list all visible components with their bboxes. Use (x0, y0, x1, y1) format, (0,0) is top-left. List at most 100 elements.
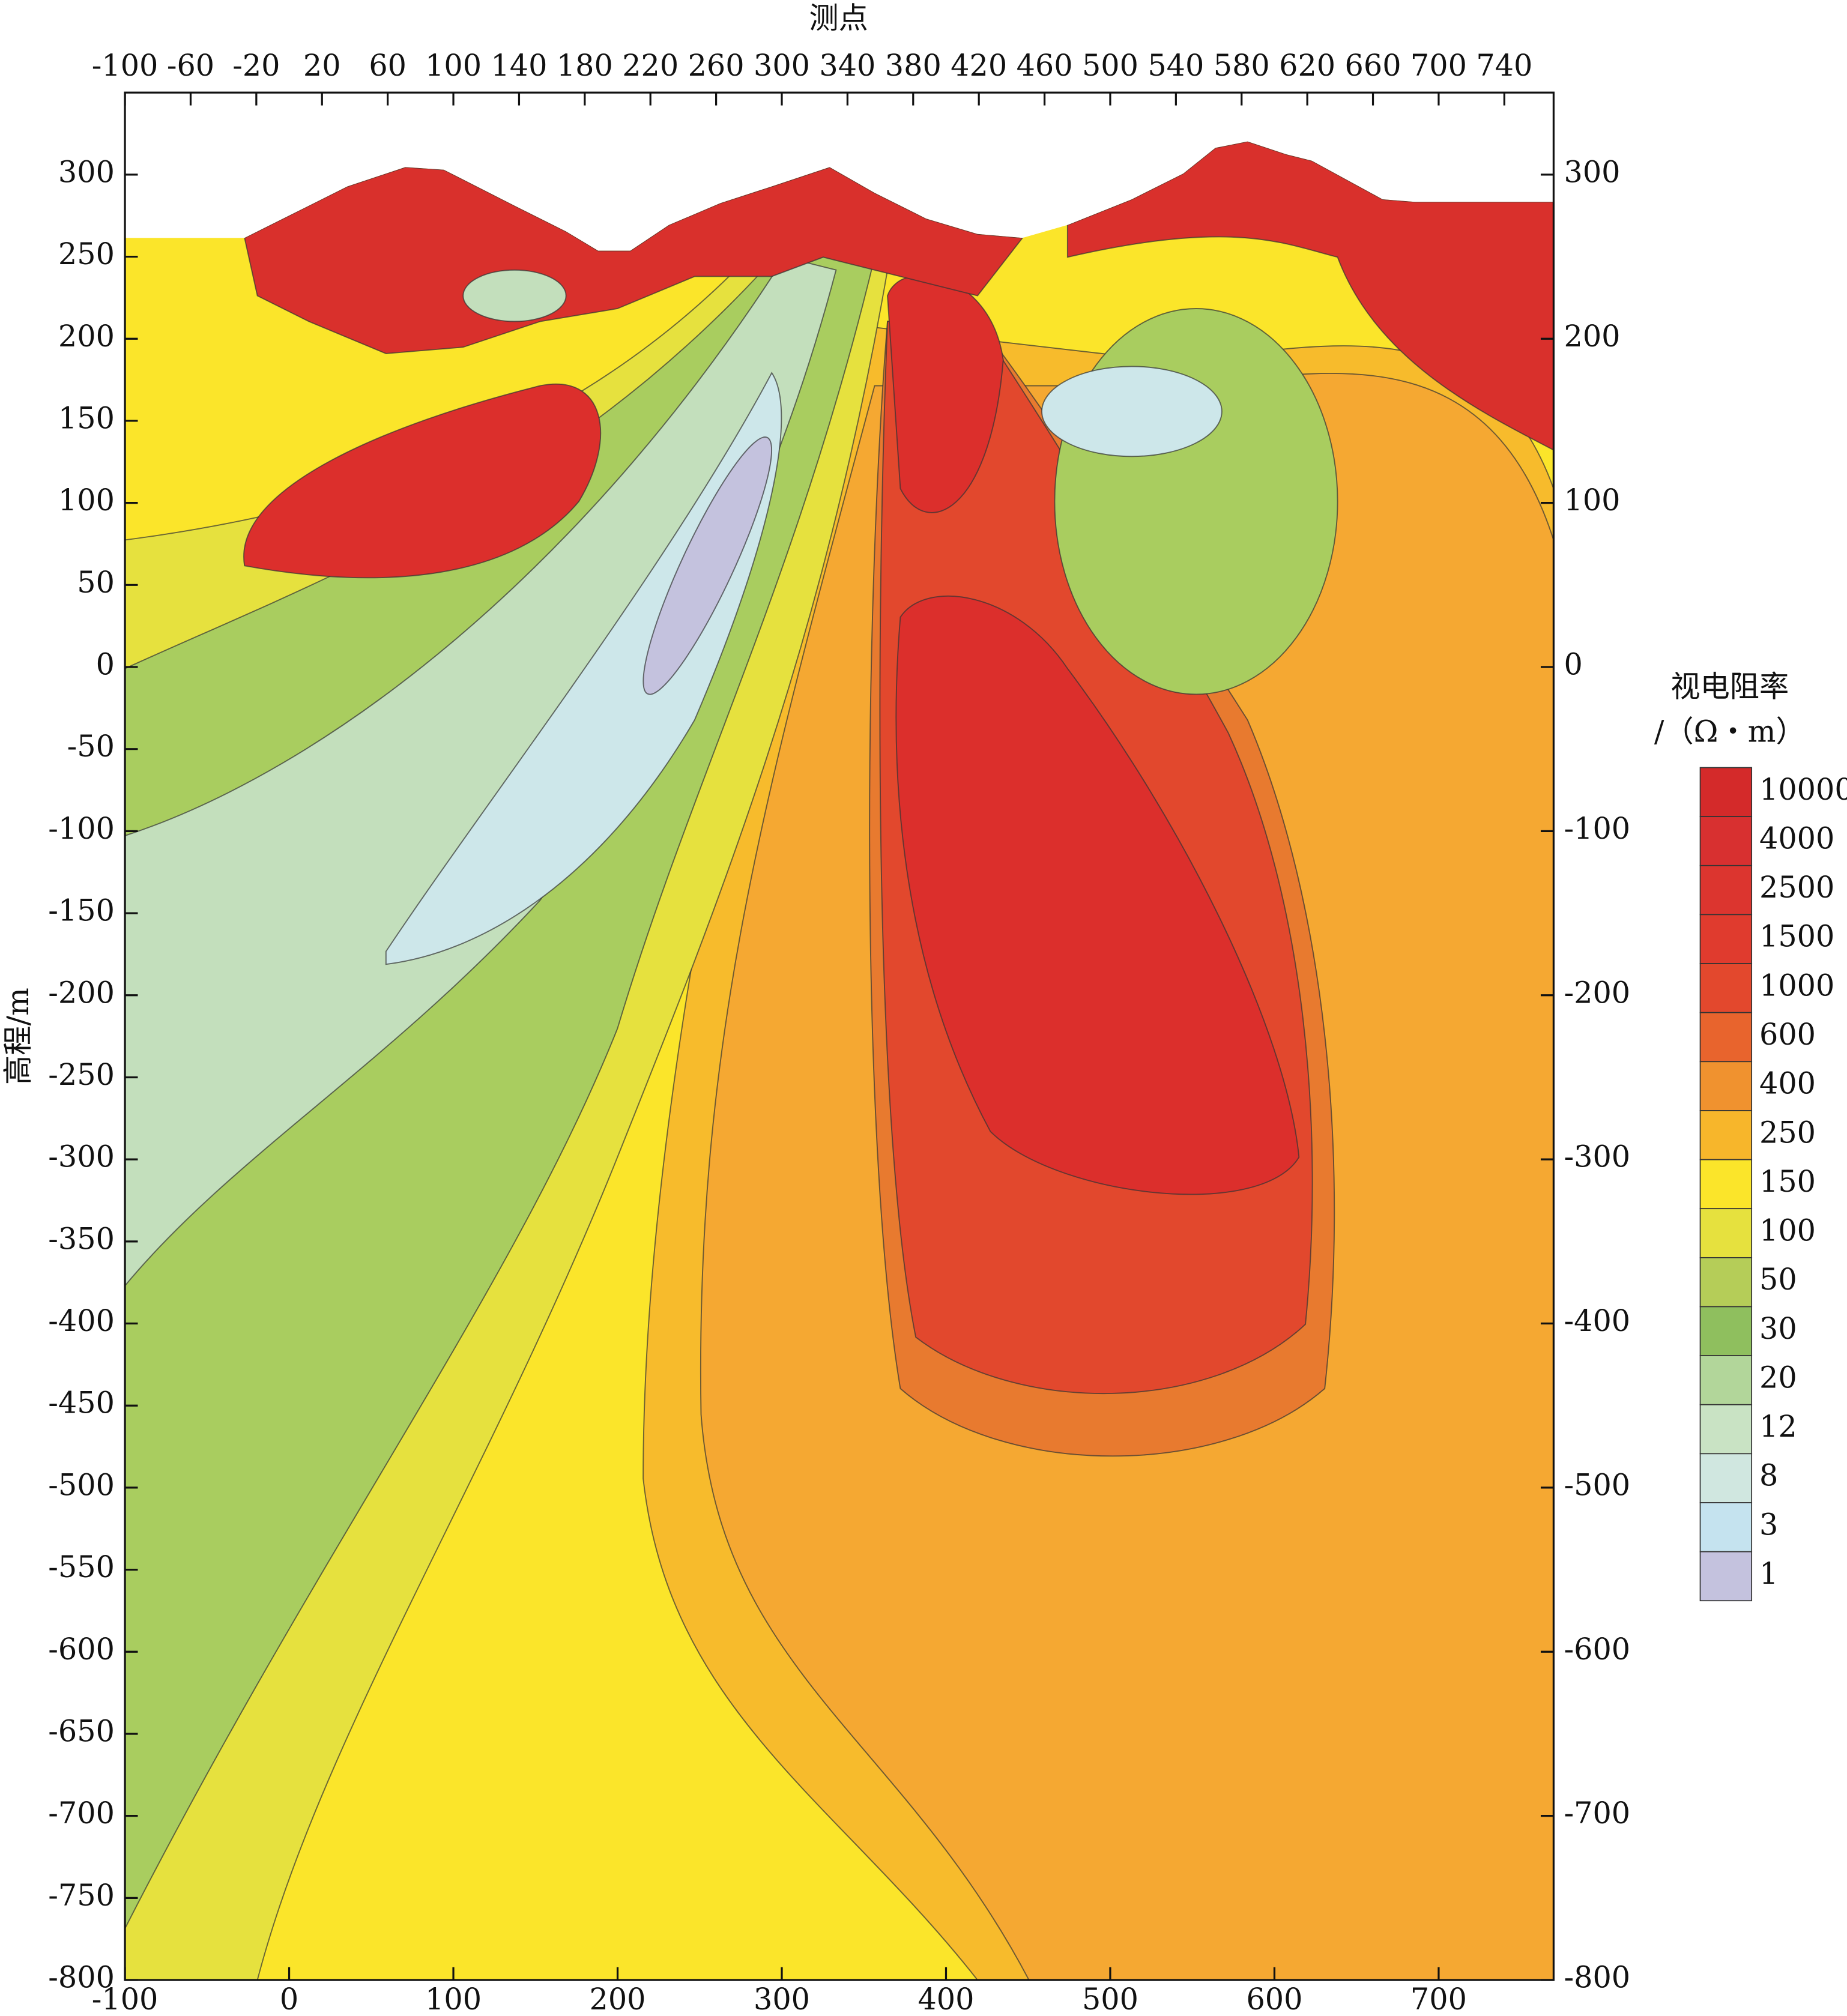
colorbar-swatch (1699, 914, 1753, 964)
y2-tick-label: -800 (1564, 1960, 1631, 1995)
x-tick-label: 200 (590, 1982, 646, 2016)
y2-tick-label: -100 (1564, 811, 1631, 846)
contour-field (125, 141, 1554, 1981)
x2-tick-label: 380 (885, 48, 942, 83)
x2-tick-label: 340 (819, 48, 875, 83)
y2-tick-label: -300 (1564, 1139, 1631, 1174)
y2-tick-label: -200 (1564, 975, 1631, 1010)
x-tick-label: 0 (280, 1982, 298, 2016)
colorbar-label: 600 (1759, 1017, 1816, 1052)
contour-band (1041, 366, 1223, 457)
y-tick-label: -200 (48, 975, 115, 1010)
colorbar-swatch (1699, 1453, 1753, 1503)
colorbar-label: 3 (1759, 1507, 1778, 1542)
contour-band (1054, 308, 1338, 695)
y-tick-label: 300 (58, 154, 115, 189)
x2-tick-label: 260 (688, 48, 745, 83)
y-tick-label: 100 (58, 483, 115, 518)
x2-tick-label: 660 (1345, 48, 1401, 83)
colorbar-label: 2500 (1759, 870, 1834, 905)
colorbar-label: 8 (1759, 1458, 1778, 1493)
y-tick-label: -800 (48, 1960, 115, 1995)
x2-tick-label: 300 (754, 48, 810, 83)
y-axis-title: 高程/m (1, 988, 35, 1085)
colorbar-label: 1000 (1759, 968, 1834, 1003)
x2-tick-label: 620 (1279, 48, 1335, 83)
colorbar-swatch (1699, 1208, 1753, 1258)
y-tick-label: -550 (48, 1550, 115, 1584)
y-tick-label: -700 (48, 1796, 115, 1830)
colorbar-label: 12 (1759, 1409, 1797, 1444)
colorbar-swatch (1699, 865, 1753, 916)
colorbar-label: 10000 (1759, 772, 1847, 807)
colorbar-label: 30 (1759, 1311, 1797, 1346)
colorbar-label: 250 (1759, 1115, 1816, 1150)
y-tick-label: -50 (67, 729, 115, 764)
y2-tick-label: -600 (1564, 1632, 1631, 1667)
y2-tick-label: 0 (1564, 647, 1583, 682)
x2-tick-label: -20 (232, 48, 280, 83)
colorbar-label: 1500 (1759, 919, 1834, 954)
x-tick-label: 300 (754, 1982, 810, 2016)
contour-band (462, 269, 567, 322)
x-tick-label: 600 (1246, 1982, 1302, 2016)
colorbar-swatch (1699, 1110, 1753, 1160)
colorbar-label: 4000 (1759, 821, 1834, 856)
y-tick-label: -150 (48, 893, 115, 928)
colorbar-swatch (1699, 1502, 1753, 1553)
colorbar-swatch (1699, 963, 1753, 1013)
y-tick-label: -600 (48, 1632, 115, 1667)
colorbar-swatch (1699, 1355, 1753, 1405)
colorbar-label: 20 (1759, 1360, 1797, 1395)
plot-frame (124, 91, 1555, 1981)
y-tick-label: -250 (48, 1057, 115, 1092)
x-tick-label: 100 (425, 1982, 482, 2016)
colorbar-swatch (1699, 767, 1753, 818)
colorbar-swatch (1699, 1159, 1753, 1210)
colorbar-title: /（Ω・m） (1654, 714, 1806, 749)
contour-band (895, 595, 1300, 1195)
colorbar-swatch (1699, 1257, 1753, 1308)
contour-band (385, 372, 782, 965)
colorbar-label: 100 (1759, 1213, 1816, 1248)
x2-tick-label: 540 (1147, 48, 1204, 83)
x2-tick-label: 580 (1214, 48, 1270, 83)
y-tick-label: 250 (58, 237, 115, 271)
y-tick-label: -350 (48, 1221, 115, 1256)
colorbar-swatch (1699, 1061, 1753, 1111)
colorbar-swatch (1699, 1306, 1753, 1356)
y2-tick-label: 300 (1564, 154, 1621, 189)
y-tick-label: -100 (48, 811, 115, 846)
x-tick-label: 700 (1410, 1982, 1467, 2016)
contour-band (1066, 141, 1554, 451)
x2-tick-label: 420 (951, 48, 1007, 83)
x2-tick-label: -100 (92, 48, 159, 83)
y2-tick-label: -400 (1564, 1303, 1631, 1338)
colorbar-label: 150 (1759, 1164, 1816, 1199)
y2-tick-label: 200 (1564, 319, 1621, 354)
x-tick-label: -100 (92, 1982, 159, 2016)
x2-tick-label: 60 (369, 48, 407, 83)
x2-tick-label: 460 (1017, 48, 1073, 83)
x2-tick-label: 100 (425, 48, 482, 83)
x-tick-label: 500 (1082, 1982, 1138, 2016)
contour-band (642, 436, 773, 695)
y2-tick-label: -700 (1564, 1796, 1631, 1830)
x2-tick-label: -60 (167, 48, 214, 83)
colorbar-swatch (1699, 816, 1753, 866)
y2-tick-label: 100 (1564, 483, 1621, 518)
y-tick-label: 0 (96, 647, 115, 682)
x-tick-label: 400 (917, 1982, 974, 2016)
colorbar-label: 50 (1759, 1262, 1797, 1297)
colorbar-swatch (1699, 1012, 1753, 1063)
colorbar-label: 1 (1759, 1556, 1778, 1591)
y-tick-label: -750 (48, 1878, 115, 1913)
colorbar-swatch (1699, 1404, 1753, 1455)
colorbar-title: 视电阻率 (1670, 669, 1789, 704)
y-tick-label: -300 (48, 1139, 115, 1174)
x-axis-title: 测点 (809, 1, 868, 35)
contour-band (243, 383, 602, 579)
y-tick-label: 50 (77, 565, 115, 600)
